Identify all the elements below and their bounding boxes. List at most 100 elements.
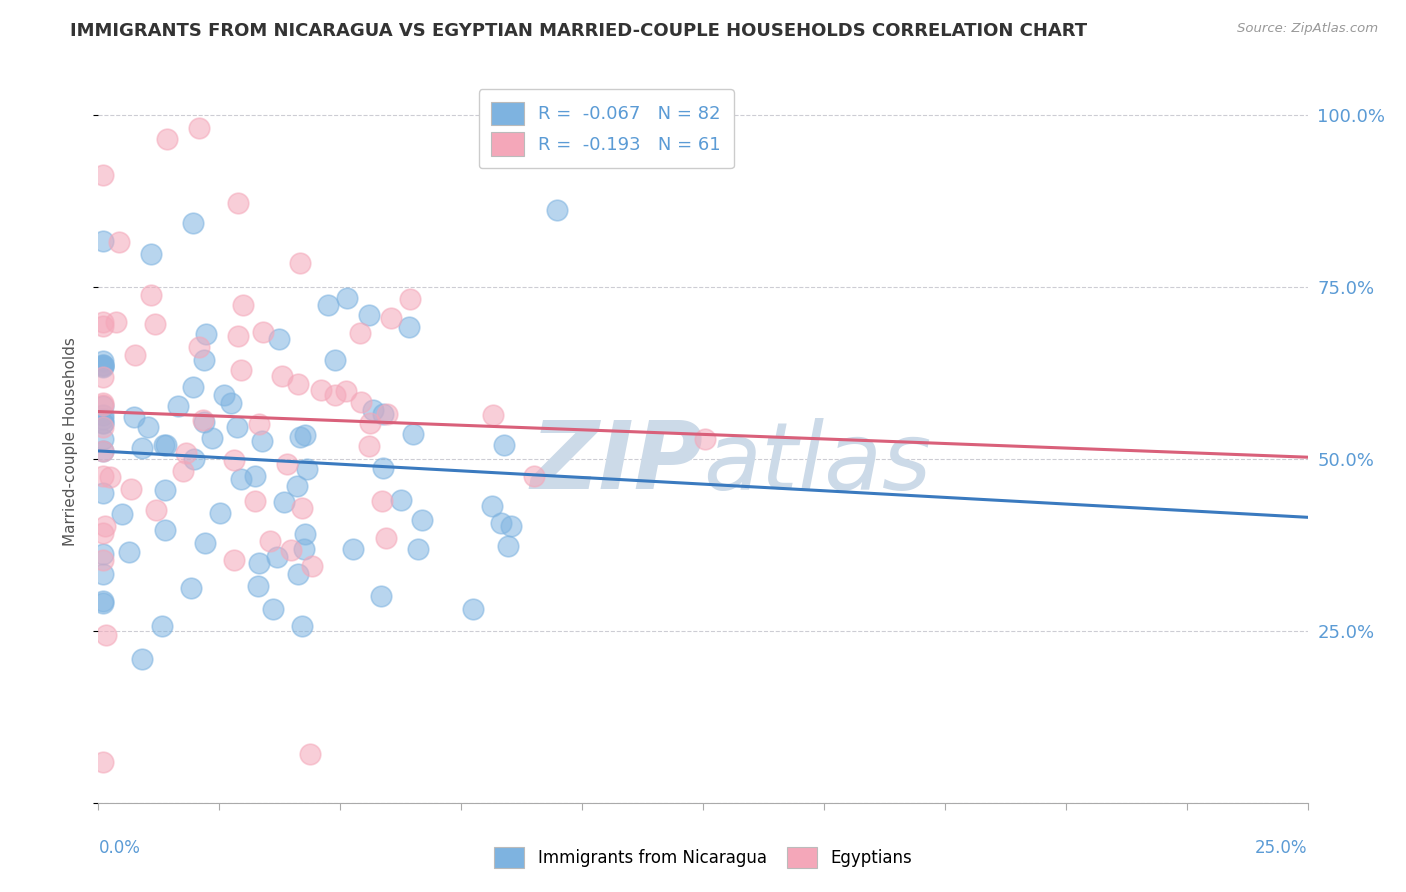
Point bbox=[359, 416, 381, 430]
Point bbox=[280, 543, 302, 558]
Point bbox=[91, 396, 114, 410]
Point bbox=[287, 567, 309, 582]
Point bbox=[91, 416, 114, 430]
Point bbox=[153, 523, 176, 537]
Text: IMMIGRANTS FROM NICARAGUA VS EGYPTIAN MARRIED-COUPLE HOUSEHOLDS CORRELATION CHAR: IMMIGRANTS FROM NICARAGUA VS EGYPTIAN MA… bbox=[70, 22, 1087, 40]
Point bbox=[91, 567, 114, 582]
Point bbox=[285, 479, 308, 493]
Point bbox=[288, 430, 311, 444]
Point bbox=[91, 432, 114, 446]
Point bbox=[398, 319, 420, 334]
Point bbox=[91, 755, 114, 769]
Point bbox=[693, 433, 716, 447]
Point bbox=[209, 506, 232, 520]
Point bbox=[323, 388, 346, 402]
Point bbox=[295, 462, 318, 476]
Point bbox=[118, 545, 141, 559]
Point bbox=[523, 469, 546, 483]
Point bbox=[252, 434, 274, 448]
Point bbox=[91, 444, 114, 458]
Point bbox=[94, 519, 117, 533]
Point bbox=[91, 315, 114, 329]
Point bbox=[153, 483, 176, 498]
Point bbox=[316, 298, 339, 312]
Point bbox=[155, 438, 177, 452]
Point bbox=[174, 446, 197, 460]
Point bbox=[311, 383, 333, 397]
Point bbox=[247, 579, 270, 593]
Point bbox=[287, 377, 309, 392]
Point bbox=[138, 420, 160, 434]
Point bbox=[229, 363, 252, 377]
Point bbox=[357, 308, 380, 322]
Point bbox=[228, 196, 250, 211]
Point bbox=[389, 492, 412, 507]
Point bbox=[325, 352, 347, 367]
Point bbox=[183, 452, 205, 467]
Point bbox=[243, 494, 266, 508]
Point bbox=[124, 410, 146, 425]
Point bbox=[461, 602, 484, 616]
Point bbox=[94, 628, 117, 642]
Point bbox=[399, 292, 422, 306]
Point bbox=[491, 516, 513, 530]
Point bbox=[91, 353, 114, 368]
Point bbox=[194, 535, 217, 549]
Point bbox=[350, 395, 373, 409]
Point bbox=[371, 407, 394, 421]
Point bbox=[226, 420, 249, 434]
Point bbox=[145, 502, 167, 516]
Point bbox=[91, 553, 114, 567]
Point bbox=[91, 319, 114, 334]
Point bbox=[188, 120, 211, 135]
Point bbox=[181, 380, 204, 394]
Point bbox=[481, 499, 503, 513]
Point bbox=[91, 594, 114, 608]
Text: 25.0%: 25.0% bbox=[1256, 838, 1308, 857]
Point bbox=[143, 318, 166, 332]
Point bbox=[91, 359, 114, 374]
Point bbox=[141, 247, 163, 261]
Point bbox=[224, 553, 246, 567]
Point bbox=[91, 169, 114, 183]
Point bbox=[111, 507, 134, 521]
Point bbox=[131, 651, 153, 665]
Point bbox=[91, 359, 114, 374]
Text: 0.0%: 0.0% bbox=[98, 838, 141, 857]
Point bbox=[357, 440, 380, 454]
Point bbox=[492, 438, 515, 452]
Point bbox=[252, 326, 274, 340]
Point bbox=[342, 542, 364, 557]
Point bbox=[91, 235, 114, 249]
Point bbox=[156, 132, 179, 146]
Point bbox=[221, 395, 243, 409]
Point bbox=[167, 399, 190, 413]
Point bbox=[226, 329, 249, 343]
Point bbox=[292, 541, 315, 556]
Point bbox=[267, 332, 290, 346]
Point bbox=[222, 452, 245, 467]
Point bbox=[212, 388, 235, 402]
Point bbox=[262, 602, 284, 616]
Legend: R =  -0.067   N = 82, R =  -0.193   N = 61: R = -0.067 N = 82, R = -0.193 N = 61 bbox=[479, 89, 734, 169]
Point bbox=[91, 547, 114, 561]
Point bbox=[270, 368, 292, 383]
Point bbox=[243, 469, 266, 483]
Point bbox=[131, 441, 153, 455]
Point bbox=[180, 581, 202, 595]
Point bbox=[91, 444, 114, 458]
Point bbox=[172, 464, 194, 478]
Legend: Immigrants from Nicaragua, Egyptians: Immigrants from Nicaragua, Egyptians bbox=[488, 840, 918, 875]
Point bbox=[294, 526, 316, 541]
Point bbox=[482, 409, 505, 423]
Y-axis label: Married-couple Households: Married-couple Households bbox=[63, 337, 77, 546]
Point bbox=[91, 525, 114, 540]
Point bbox=[195, 326, 218, 341]
Point bbox=[370, 494, 392, 508]
Point bbox=[91, 399, 114, 413]
Point bbox=[139, 288, 162, 302]
Point bbox=[91, 416, 114, 430]
Point bbox=[91, 399, 114, 413]
Point bbox=[273, 495, 295, 509]
Point bbox=[298, 747, 321, 761]
